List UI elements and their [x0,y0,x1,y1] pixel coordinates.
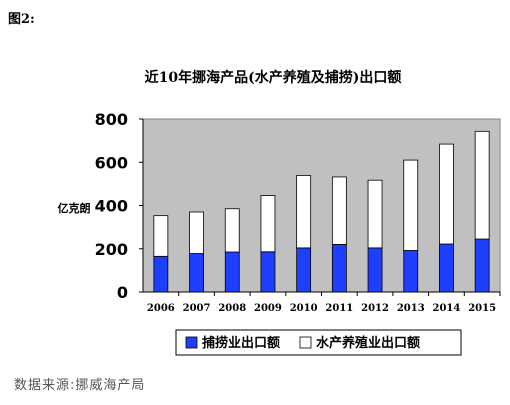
x-tick-label: 2011 [325,303,353,314]
x-tick-label: 2009 [254,303,282,314]
bar-aquaculture-2010 [296,175,312,249]
legend-label-fishing: 捕捞业出口额 [202,335,280,351]
bar-fishing-2010 [296,247,312,293]
y-tick-label: 400 [95,197,128,216]
x-tick-label: 2007 [183,303,211,314]
bar-aquaculture-2011 [331,176,347,245]
legend-swatch-fishing [185,336,198,349]
x-tick-label: 2006 [147,303,175,314]
bar-fishing-2015 [474,238,490,293]
bar-fishing-2009 [260,251,276,293]
bar-aquaculture-2014 [439,143,454,245]
x-tick-label: 2015 [468,303,496,314]
legend-box [175,329,462,356]
bar-aquaculture-2009 [260,195,276,253]
legend-label-aquaculture: 水产养殖业出口额 [316,335,420,351]
x-tick-label: 2013 [397,303,425,314]
bar-fishing-2006 [153,255,169,293]
x-tick-label: 2012 [361,303,389,314]
bar-aquaculture-2012 [367,179,383,249]
legend: 捕捞业出口额 水产养殖业出口额 [175,329,462,356]
y-tick-label: 0 [117,283,128,302]
x-tick-label: 2010 [290,303,318,314]
bar-aquaculture-2015 [474,130,490,240]
figure-label: 图2: [8,12,35,27]
bar-fishing-2012 [367,247,383,293]
legend-swatch-aquaculture [299,336,312,349]
bar-aquaculture-2013 [403,159,419,251]
bar-fishing-2007 [189,253,204,293]
bar-aquaculture-2006 [153,215,169,257]
y-tick-label: 200 [95,240,128,259]
bar-fishing-2011 [331,244,347,293]
bar-fishing-2014 [439,243,454,293]
bar-fishing-2008 [224,251,240,293]
bar-aquaculture-2007 [189,211,204,254]
y-tick-label: 800 [95,110,128,129]
source-note: 数据来源:挪威海产局 [14,378,146,393]
x-tick-label: 2014 [433,303,461,314]
bar-aquaculture-2008 [224,208,240,253]
chart-title: 近10年挪海产品(水产养殖及捕捞)出口额 [145,69,402,86]
y-tick-label: 600 [95,153,128,172]
y-axis-label: 亿克朗 [58,201,91,215]
bar-fishing-2013 [403,250,419,293]
x-tick-label: 2008 [218,303,246,314]
